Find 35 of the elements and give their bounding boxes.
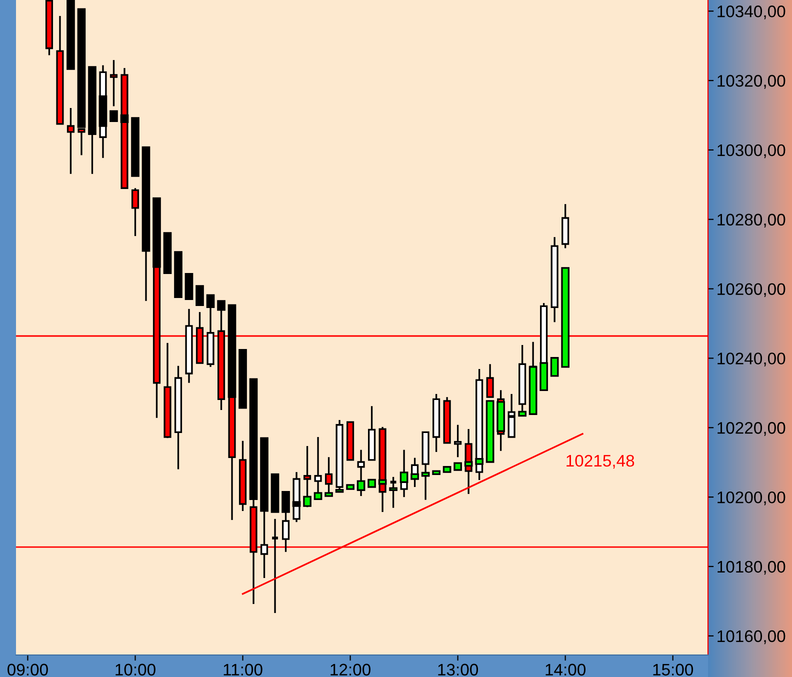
x-tick-label: 09:00 [8,664,48,676]
x-tick-label: 10:00 [116,664,156,676]
candlestick [303,445,312,508]
y-tick-label: 10200,00 [718,491,786,506]
y-tick-label: 10180,00 [718,560,786,575]
y-tick-label: 10280,00 [718,214,786,228]
x-tick-label: 15:00 [653,664,694,676]
candlestick [508,393,516,438]
candlestick [66,107,75,175]
candlestick [388,476,398,509]
candlestick [550,357,559,377]
y-tick-label: 10300,00 [718,144,786,158]
candlestick [486,363,494,398]
y-tick-label: 10320,00 [718,74,786,89]
x-tick-label: 13:00 [438,664,478,676]
y-tick-label: 10220,00 [718,422,786,436]
annotation: 10215,48 [566,454,634,469]
candlestick [454,424,462,458]
candlestick [131,187,140,237]
candlestick [270,518,280,614]
candlestick [110,110,118,122]
y-tick-label: 10240,00 [718,352,786,366]
candlestick [357,449,365,497]
y-tick-label: 10260,00 [718,283,786,297]
x-tick-label: 12:00 [330,664,370,676]
candlestick [422,431,430,501]
y-tick-label: 10340,00 [718,6,786,20]
candlestick [476,368,484,481]
candlestick [196,285,204,306]
candlestick [378,426,386,513]
x-tick-label: 14:00 [546,664,586,676]
candlestick [110,59,118,108]
candlestick [120,67,128,189]
x-tick-label: 11:00 [224,664,262,676]
y-tick-label: 10160,00 [718,630,786,644]
